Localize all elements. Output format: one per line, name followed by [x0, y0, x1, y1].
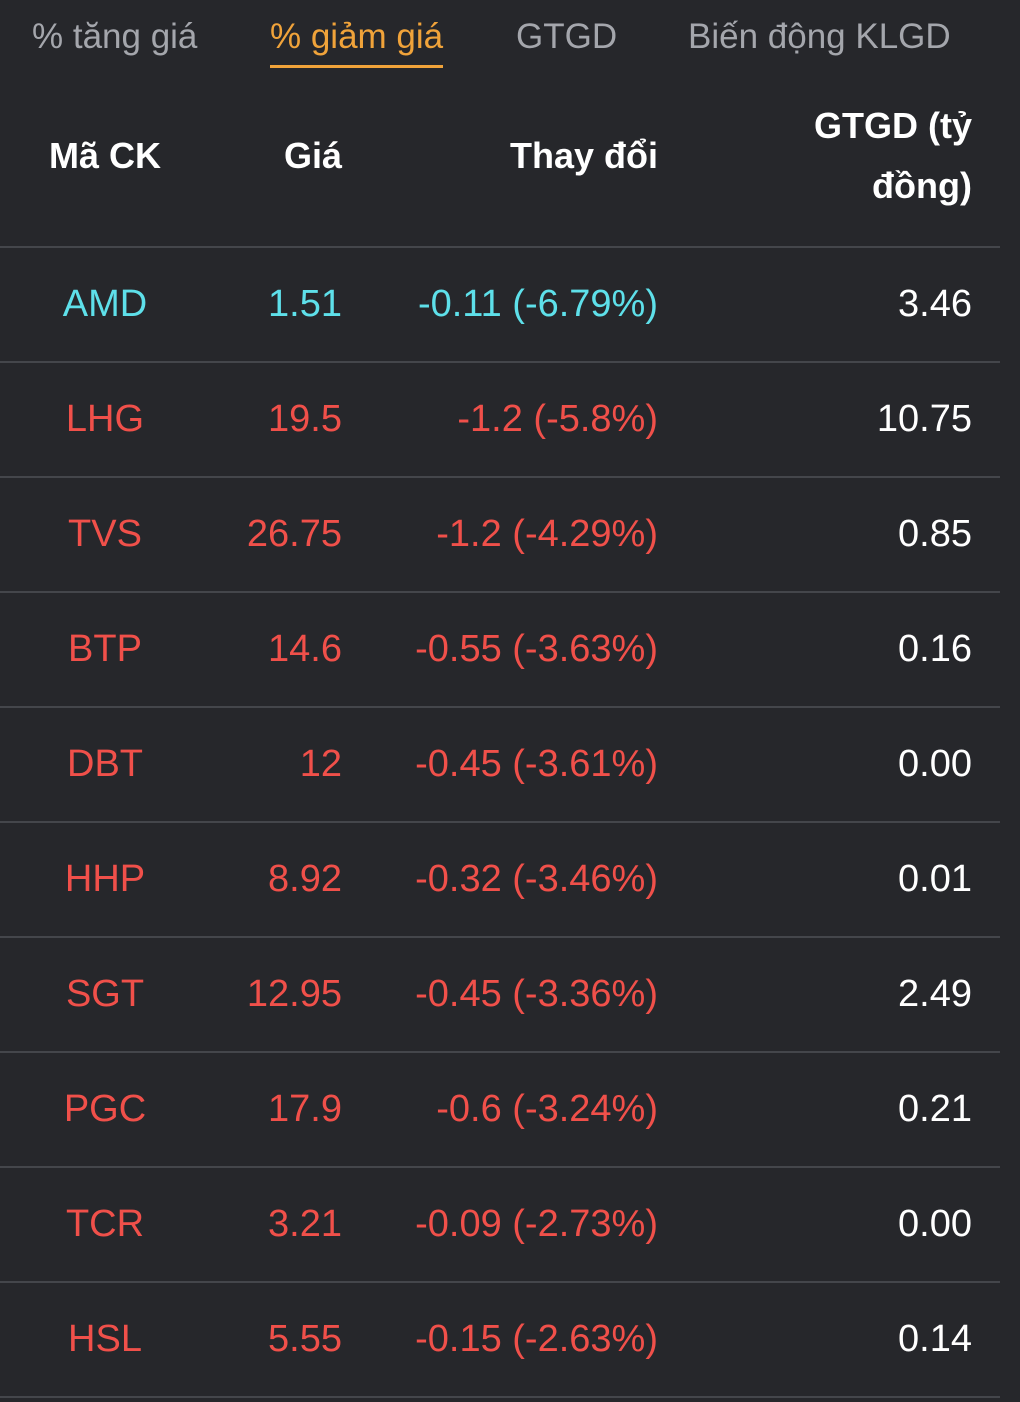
stock-change: -0.6 (-3.24%)	[436, 1088, 658, 1130]
stock-symbol[interactable]: PGC	[63, 1088, 147, 1130]
stock-symbol[interactable]: BTP	[68, 628, 142, 670]
stock-symbol[interactable]: TVS	[68, 513, 142, 555]
stock-symbol[interactable]: SGT	[65, 973, 145, 1015]
header-price: Giá	[283, 135, 342, 176]
table-body: AMD 1.51 -0.11 (-6.79%) 3.46 LHG 19.5 -1.2 (-5…	[0, 248, 1000, 1398]
stock-change: -0.45 (-3.61%)	[415, 743, 658, 785]
stock-price: 14.6	[268, 628, 342, 670]
table-row[interactable]: LHG 19.5 -1.2 (-5.8%) 10.75	[0, 363, 1000, 478]
stock-price: 1.51	[268, 283, 342, 325]
stock-change: -1.2 (-5.8%)	[457, 398, 658, 440]
stock-trading-value: 3.46	[898, 283, 972, 325]
stock-price: 5.55	[268, 1318, 342, 1360]
stock-trading-value: 0.00	[898, 1203, 972, 1245]
table-row[interactable]: SGT 12.95 -0.45 (-3.36%) 2.49	[0, 938, 1000, 1053]
stock-symbol[interactable]: AMD	[62, 283, 148, 325]
stock-trading-value: 10.75	[876, 398, 972, 440]
stock-trading-value: 0.21	[898, 1088, 972, 1130]
stock-table: Mã CK Giá Thay đổi GTGD (tỷ đồng) AMD 1.5…	[0, 92, 1000, 1398]
stock-trading-value: 0.14	[898, 1318, 972, 1360]
stock-price: 19.5	[268, 398, 342, 440]
stock-change: -0.11 (-6.79%)	[417, 283, 658, 325]
stock-symbol[interactable]: DBT	[67, 743, 143, 785]
table-row[interactable]: BTP 14.6 -0.55 (-3.63%) 0.16	[0, 593, 1000, 708]
stock-price: 26.75	[246, 513, 342, 555]
header-symbol: Mã CK	[48, 135, 161, 176]
stock-symbol[interactable]: LHG	[65, 398, 145, 440]
stock-trading-value: 0.16	[898, 628, 972, 670]
stock-trading-value: 0.85	[898, 513, 972, 555]
stock-price: 12.95	[246, 973, 342, 1015]
table-row[interactable]: PGC 17.9 -0.6 (-3.24%) 0.21	[0, 1053, 1000, 1168]
stock-symbol[interactable]: TCR	[65, 1203, 145, 1245]
header-change: Thay đổi	[509, 135, 658, 176]
tab-trading-value[interactable]: GTGD	[516, 17, 618, 56]
tab-percent-decrease[interactable]: % giảm giá	[270, 17, 444, 68]
tab-volume-change[interactable]: Biến động KLGD	[688, 17, 951, 56]
stock-trading-value: 0.00	[898, 743, 972, 785]
stock-change: -1.2 (-4.29%)	[436, 513, 658, 555]
stock-change: -0.45 (-3.36%)	[415, 973, 658, 1015]
stock-change: -0.09 (-2.73%)	[415, 1203, 658, 1245]
table-header: Mã CK Giá Thay đổi GTGD (tỷ đồng)	[0, 92, 1000, 248]
table-row[interactable]: TCR 3.21 -0.09 (-2.73%) 0.00	[0, 1168, 1000, 1283]
stock-trading-value: 0.01	[898, 858, 972, 900]
stock-symbol[interactable]: HHP	[64, 858, 146, 900]
stock-price: 3.21	[268, 1203, 342, 1245]
stock-price: 12	[299, 743, 342, 785]
header-trading-value: GTGD (tỷ đồng)	[814, 105, 972, 206]
table-row[interactable]: DBT 12 -0.45 (-3.61%) 0.00	[0, 708, 1000, 823]
stock-symbol[interactable]: HSL	[68, 1318, 142, 1360]
table-row[interactable]: HSL 5.55 -0.15 (-2.63%) 0.14	[0, 1283, 1000, 1398]
table-row[interactable]: HHP 8.92 -0.32 (-3.46%) 0.01	[0, 823, 1000, 938]
stock-price: 8.92	[268, 858, 342, 900]
table-row[interactable]: AMD 1.51 -0.11 (-6.79%) 3.46	[0, 248, 1000, 363]
stock-change: -0.32 (-3.46%)	[415, 858, 658, 900]
table-row[interactable]: TVS 26.75 -1.2 (-4.29%) 0.85	[0, 478, 1000, 593]
stock-change: -0.55 (-3.63%)	[415, 628, 658, 670]
tab-percent-increase[interactable]: % tăng giá	[32, 17, 198, 56]
stock-price: 17.9	[268, 1088, 342, 1130]
stock-trading-value: 2.49	[898, 973, 972, 1015]
tab-bar: % tăng giá % giảm giá GTGD Biến động KLG…	[0, 0, 1020, 80]
stock-change: -0.15 (-2.63%)	[415, 1318, 658, 1360]
